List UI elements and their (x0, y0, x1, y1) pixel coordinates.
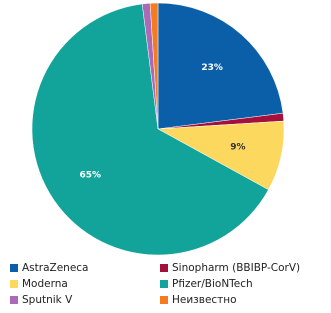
legend-label: Moderna (22, 278, 68, 290)
legend-label: Sputnik V (22, 294, 73, 306)
legend-label: Sinopharm (BBIBP-CorV) (172, 262, 300, 274)
pie-slice (157, 2, 284, 130)
pie-slice (31, 3, 269, 256)
value-label: 9% (230, 142, 245, 152)
value-label: 23% (201, 63, 223, 73)
legend-swatch (160, 264, 168, 272)
legend-label: AstraZeneca (22, 262, 89, 274)
legend-swatch (10, 264, 18, 272)
legend-swatch (10, 280, 18, 288)
legend-swatch (160, 296, 168, 304)
legend-swatch (160, 280, 168, 288)
legend-swatch (10, 296, 18, 304)
pie-slice (149, 2, 159, 130)
value-label: 65% (79, 171, 101, 181)
legend-label: Неизвестно (172, 294, 237, 306)
legend-label: Pfizer/BioNTech (172, 278, 253, 290)
